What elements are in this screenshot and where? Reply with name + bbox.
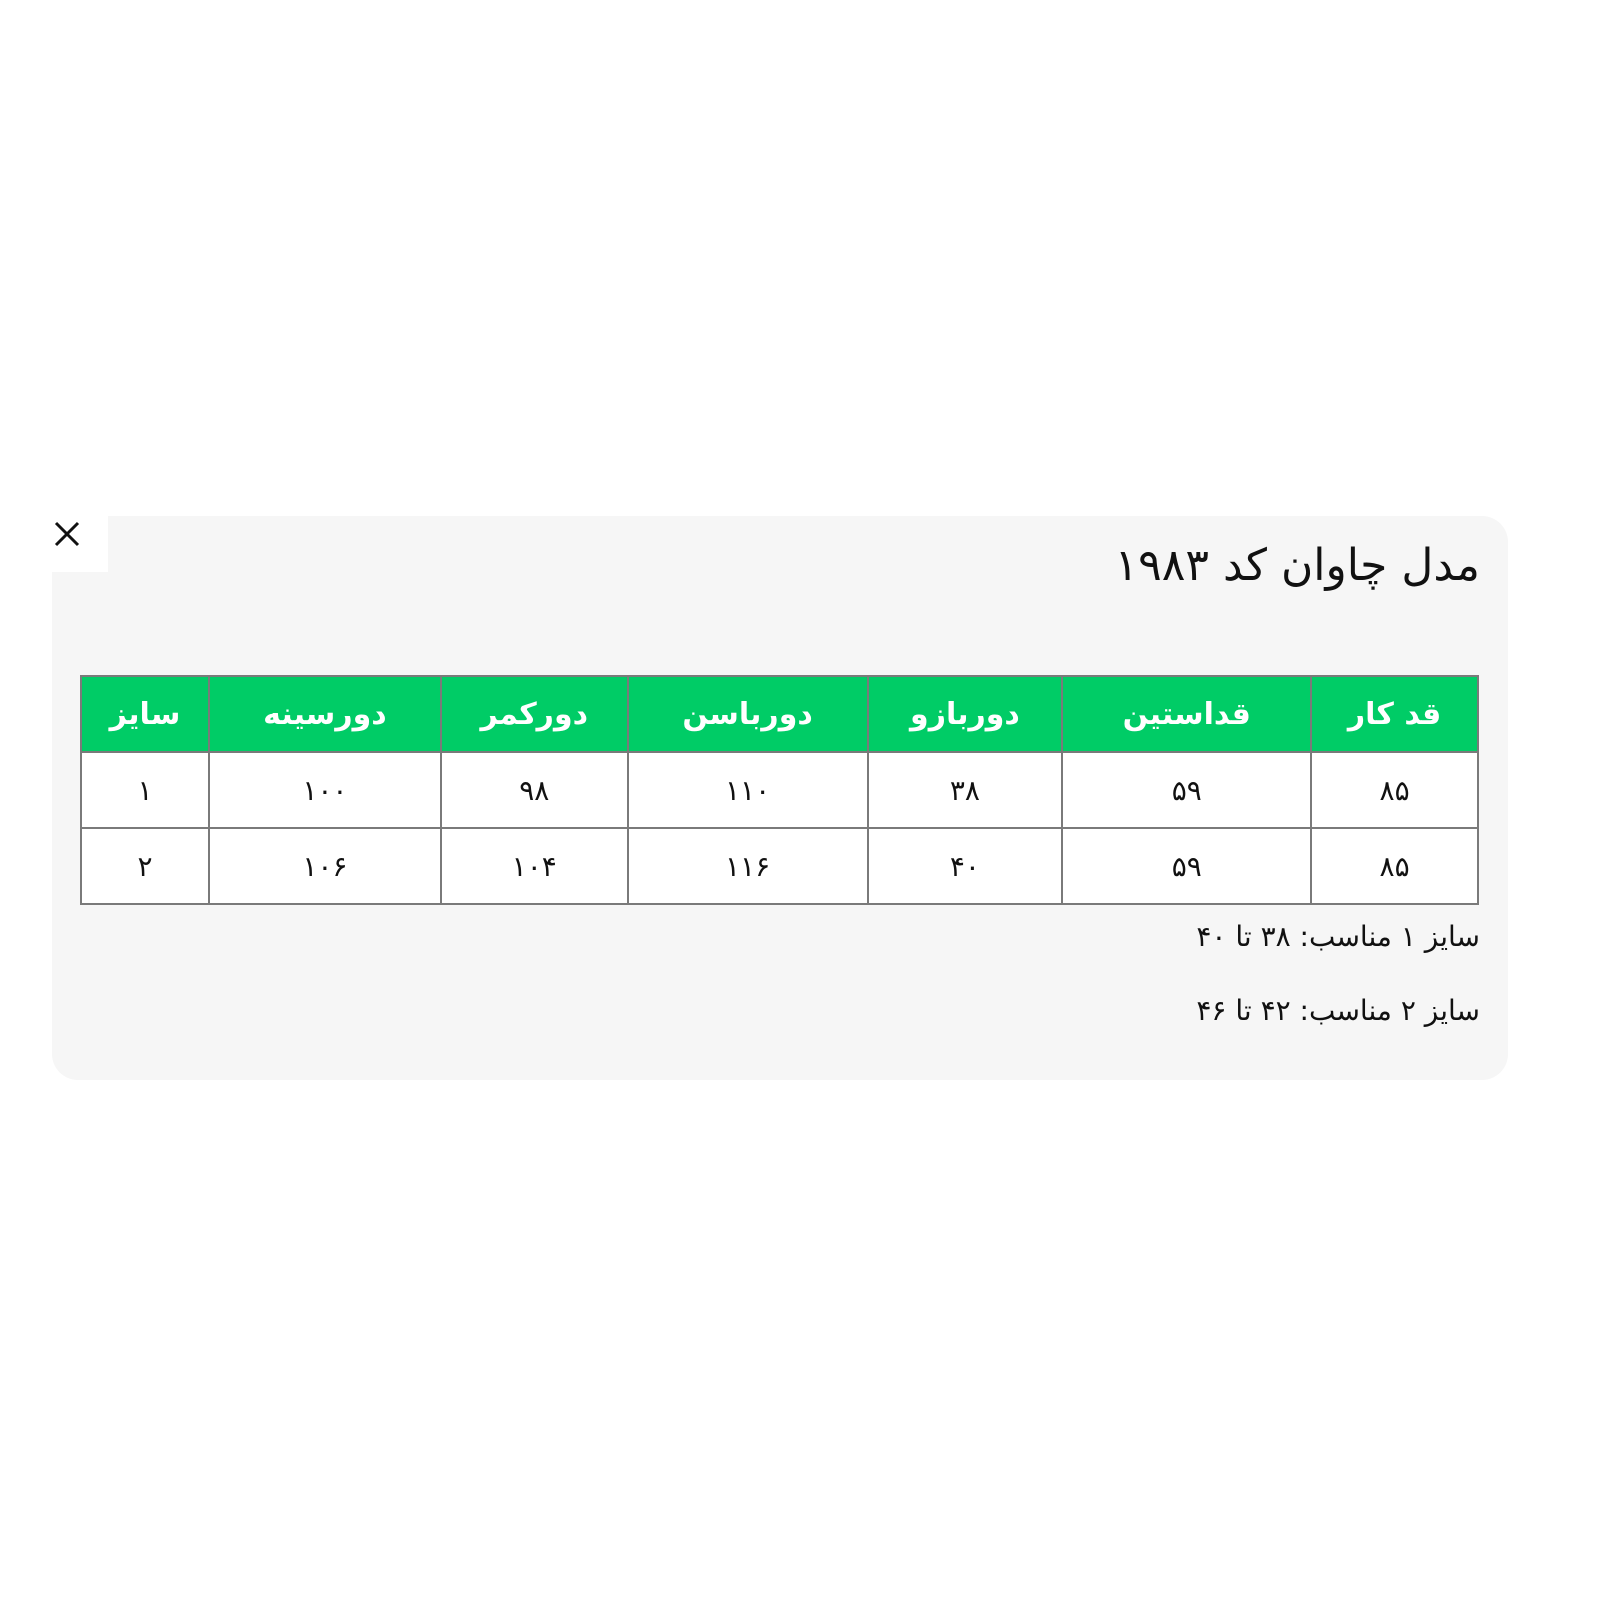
column-header: دورباسن — [626, 675, 869, 753]
table-cell: ۹۸ — [439, 751, 629, 829]
table-cell: ۱ — [80, 751, 210, 829]
table-cell: ۱۱۶ — [626, 827, 869, 905]
table-cell: ۱۰۰ — [207, 751, 442, 829]
table-cell: ۱۰۴ — [439, 827, 629, 905]
table-cell: ۴۰ — [866, 827, 1064, 905]
table-cell: ۲ — [80, 827, 210, 905]
table-cell: ۸۵ — [1310, 751, 1479, 829]
close-icon — [54, 521, 80, 547]
table-header-row: قد کار قداستین دوربازو دورباسن دورکمر دو… — [80, 675, 1479, 753]
table-cell: ۱۱۰ — [626, 751, 869, 829]
column-header: سایز — [80, 675, 210, 753]
size-table: قد کار قداستین دوربازو دورباسن دورکمر دو… — [80, 675, 1479, 905]
table-cell: ۸۵ — [1310, 827, 1479, 905]
table-cell: ۱۰۶ — [207, 827, 442, 905]
size-note-1: سایز ۱ مناسب: ۳۸ تا ۴۰ — [1196, 920, 1480, 953]
table-row: ۸۵ ۵۹ ۳۸ ۱۱۰ ۹۸ ۱۰۰ ۱ — [80, 751, 1479, 829]
column-header: قد کار — [1310, 675, 1479, 753]
table-cell: ۵۹ — [1061, 751, 1313, 829]
table-row: ۸۵ ۵۹ ۴۰ ۱۱۶ ۱۰۴ ۱۰۶ ۲ — [80, 827, 1479, 905]
size-note-2: سایز ۲ مناسب: ۴۲ تا ۴۶ — [1196, 994, 1480, 1027]
table-cell: ۳۸ — [866, 751, 1064, 829]
column-header: دوربازو — [866, 675, 1064, 753]
table-cell: ۵۹ — [1061, 827, 1313, 905]
column-header: قداستین — [1061, 675, 1313, 753]
close-button[interactable] — [52, 516, 108, 572]
column-header: دورکمر — [439, 675, 629, 753]
page-title: مدل چاوان کد ۱۹۸۳ — [1114, 540, 1480, 591]
column-header: دورسینه — [207, 675, 442, 753]
